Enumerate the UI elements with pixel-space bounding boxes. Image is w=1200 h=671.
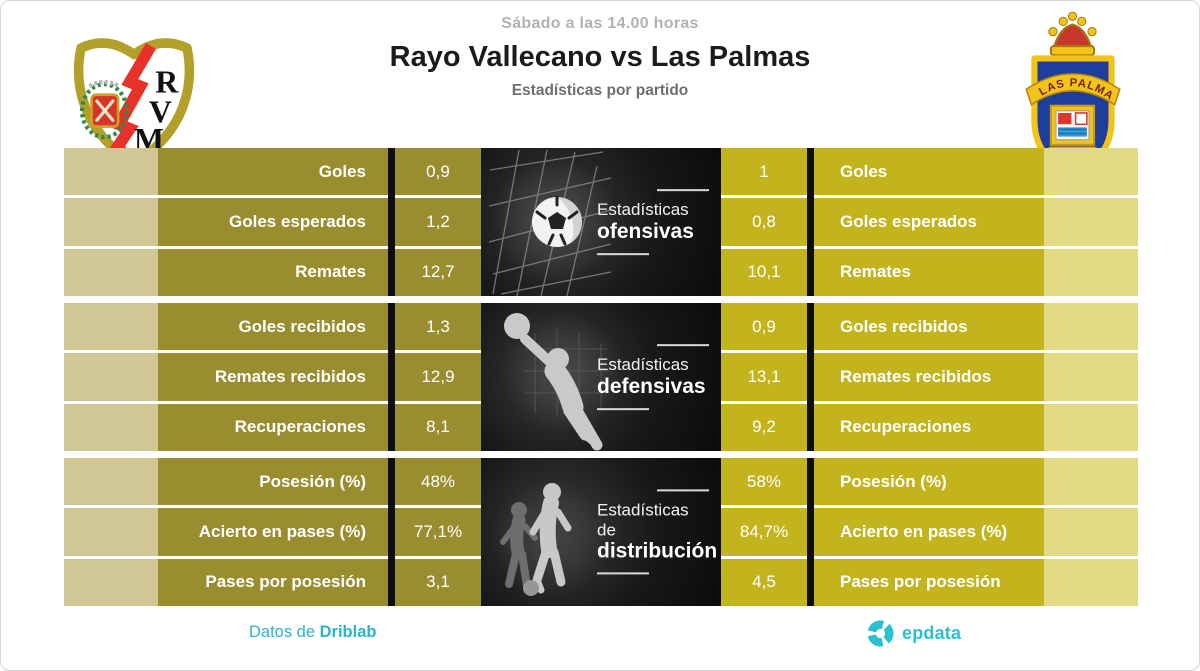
header: Sábado a las 14.00 horas Rayo Vallecano …: [1, 15, 1199, 100]
stat-value-away: 0,9: [721, 303, 807, 351]
stat-label: Remates recibidos: [814, 353, 1044, 401]
stat-value-away: 84,7%: [721, 508, 807, 556]
stat-value-away: 58%: [721, 458, 807, 506]
stat-label: Remates recibidos: [158, 353, 388, 401]
stat-label: Pases por posesión: [158, 558, 388, 606]
stat-value-away: 4,5: [721, 558, 807, 606]
stat-label: Posesión (%): [158, 458, 388, 506]
stat-value-home: 8,1: [395, 403, 481, 451]
away-strip: [1044, 148, 1138, 296]
stat-label: Goles esperados: [814, 198, 1044, 246]
home-strip: [64, 148, 158, 296]
stat-value-away: 0,8: [721, 198, 807, 246]
home-divider: [388, 303, 395, 451]
panel-title: Estadísticas de distribución: [597, 489, 717, 575]
stat-value-home: 12,9: [395, 353, 481, 401]
soccer-ball-in-net-icon: [488, 149, 617, 296]
stat-label: Acierto en pases (%): [158, 508, 388, 556]
stat-label: Recuperaciones: [814, 403, 1044, 451]
section-defensivas: Goles recibidos Remates recibidos Recupe…: [64, 303, 1138, 451]
data-source: Datos de Driblab: [249, 623, 376, 642]
stat-label: Goles: [158, 148, 388, 196]
svg-text:V: V: [149, 94, 172, 129]
svg-text:R: R: [155, 65, 179, 100]
stat-value-away: 13,1: [721, 353, 807, 401]
data-source-name: Driblab: [319, 623, 377, 641]
home-values: 0,9 1,2 12,7: [395, 148, 481, 296]
match-schedule: Sábado a las 14.00 horas: [501, 15, 699, 32]
page-subtitle: Estadísticas por partido: [511, 82, 689, 99]
stat-value-home: 3,1: [395, 558, 481, 606]
away-divider: [807, 458, 814, 606]
stat-label: Remates: [814, 248, 1044, 296]
panel-title-line1: Estadísticas: [597, 200, 689, 220]
panel-rule-bottom: [597, 572, 649, 575]
stat-label: Goles recibidos: [814, 303, 1044, 351]
stats-table: Goles Goles esperados Remates 0,9 1,2 12…: [64, 148, 1138, 606]
stat-label: Acierto en pases (%): [814, 508, 1044, 556]
stat-value-home: 12,7: [395, 248, 481, 296]
home-values: 1,3 12,9 8,1: [395, 303, 481, 451]
stat-label: Pases por posesión: [814, 558, 1044, 606]
home-strip: [64, 303, 158, 451]
away-strip: [1044, 458, 1138, 606]
home-labels: Posesión (%) Acierto en pases (%) Pases …: [158, 458, 388, 606]
panel-rule-top: [657, 344, 709, 347]
stat-label: Remates: [158, 248, 388, 296]
goalkeeper-icon: [503, 313, 617, 451]
stat-value-away: 1: [721, 148, 807, 196]
panel-defensivas: Estadísticas defensivas: [481, 303, 721, 451]
away-strip: [1044, 303, 1138, 451]
away-labels: Goles Goles esperados Remates: [814, 148, 1044, 296]
stat-label: Goles esperados: [158, 198, 388, 246]
stat-value-home: 77,1%: [395, 508, 481, 556]
page-title: Rayo Vallecano vs Las Palmas: [389, 41, 811, 73]
stat-value-home: 1,2: [395, 198, 481, 246]
panel-title-line2: distribución: [597, 539, 718, 563]
panel-title-line2: defensivas: [597, 374, 706, 398]
home-values: 48% 77,1% 3,1: [395, 458, 481, 606]
away-values: 0,9 13,1 9,2: [721, 303, 807, 451]
epdata-wordmark: epdata: [902, 623, 962, 643]
stat-value-away: 10,1: [721, 248, 807, 296]
stat-value-home: 0,9: [395, 148, 481, 196]
data-source-prefix: Datos de: [249, 623, 320, 641]
panel-title-line1: Estadísticas: [597, 355, 689, 375]
stat-value-home: 48%: [395, 458, 481, 506]
panel-rule-bottom: [597, 407, 649, 410]
panel-ofensivas: Estadísticas ofensivas: [481, 148, 721, 296]
players-dribbling-icon: [493, 480, 609, 596]
panel-rule-top: [657, 489, 709, 492]
home-labels: Goles Goles esperados Remates: [158, 148, 388, 296]
away-values: 58% 84,7% 4,5: [721, 458, 807, 606]
stat-label: Posesión (%): [814, 458, 1044, 506]
away-divider: [807, 303, 814, 451]
home-divider: [388, 458, 395, 606]
epdata-brand: epdata: [867, 620, 961, 647]
home-labels: Goles recibidos Remates recibidos Recupe…: [158, 303, 388, 451]
epdata-logo-icon: [867, 620, 894, 647]
stat-label: Goles recibidos: [158, 303, 388, 351]
stat-value-away: 9,2: [721, 403, 807, 451]
las-palmas-crest-icon: LAS PALMAS: [1010, 1, 1133, 192]
away-values: 1 0,8 10,1: [721, 148, 807, 296]
panel-title: Estadísticas ofensivas: [597, 189, 709, 255]
panel-rule-bottom: [597, 252, 649, 255]
home-divider: [388, 148, 395, 296]
away-divider: [807, 148, 814, 296]
section-distribucion: Posesión (%) Acierto en pases (%) Pases …: [64, 458, 1138, 606]
stat-label: Goles: [814, 148, 1044, 196]
panel-rule-top: [657, 189, 709, 192]
away-labels: Goles recibidos Remates recibidos Recupe…: [814, 303, 1044, 451]
stat-value-home: 1,3: [395, 303, 481, 351]
stat-label: Recuperaciones: [158, 403, 388, 451]
panel-title-line2: ofensivas: [597, 219, 694, 243]
panel-title-line1: Estadísticas de: [597, 500, 689, 539]
panel-title: Estadísticas defensivas: [597, 344, 709, 410]
panel-distribucion: Estadísticas de distribución: [481, 458, 721, 606]
away-labels: Posesión (%) Acierto en pases (%) Pases …: [814, 458, 1044, 606]
section-ofensivas: Goles Goles esperados Remates 0,9 1,2 12…: [64, 148, 1138, 296]
home-strip: [64, 458, 158, 606]
